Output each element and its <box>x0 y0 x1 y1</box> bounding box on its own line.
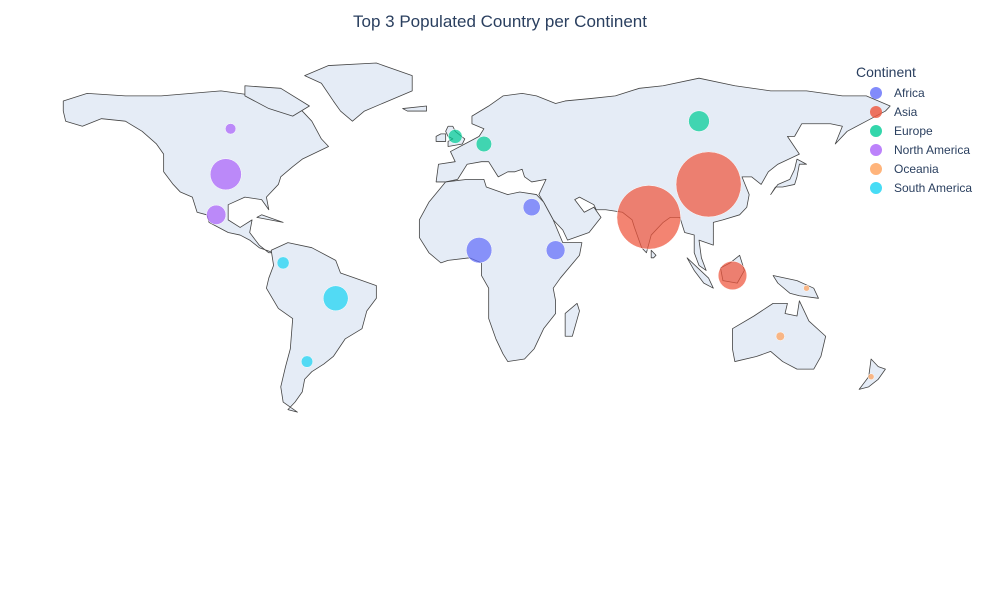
bubble-north-america-3[interactable] <box>225 123 237 135</box>
legend-swatch-africa <box>870 86 882 99</box>
bubble-south-america-3[interactable] <box>300 355 314 368</box>
landmass-japan <box>770 158 807 195</box>
legend-swatch-europe <box>870 124 882 137</box>
bubble-south-america-2[interactable] <box>276 256 290 270</box>
bubble-layer <box>206 110 875 380</box>
landmass-sri-lanka <box>650 249 657 259</box>
legend-item-asia[interactable]: Asia <box>856 102 972 121</box>
legend-label-asia: Asia <box>894 104 918 119</box>
legend-item-oceania[interactable]: Oceania <box>856 159 972 178</box>
legend-label-north-america: North America <box>894 142 971 157</box>
landmass-south-america <box>266 242 377 413</box>
legend-label-africa: Africa <box>894 85 925 100</box>
legend-swatch-south-america <box>870 181 882 194</box>
legend: Continent Africa Asia Europe North Ameri… <box>856 64 972 197</box>
bubble-asia-3[interactable] <box>717 260 748 291</box>
legend-item-south-america[interactable]: South America <box>856 178 972 197</box>
bubble-oceania-3[interactable] <box>867 373 875 380</box>
landmass-cuba <box>256 214 284 223</box>
bubble-north-america-1[interactable] <box>209 158 242 191</box>
landmass-new-guinea <box>772 275 819 299</box>
bubble-europe-1[interactable] <box>688 110 710 132</box>
bubble-oceania-1[interactable] <box>775 331 785 341</box>
legend-label-oceania: Oceania <box>894 161 939 176</box>
bubble-asia-1[interactable] <box>675 151 742 218</box>
bubble-africa-1[interactable] <box>466 237 493 264</box>
landmass-sumatra <box>686 257 714 289</box>
legend-item-africa[interactable]: Africa <box>856 83 972 102</box>
legend-item-europe[interactable]: Europe <box>856 121 972 140</box>
bubble-north-america-2[interactable] <box>206 204 227 225</box>
chart-title: Top 3 Populated Country per Continent <box>353 12 647 31</box>
landmass-baffin <box>244 85 310 117</box>
landmass-iceland <box>402 105 427 112</box>
legend-swatch-north-america <box>870 143 882 156</box>
legend-swatch-oceania <box>870 162 882 175</box>
landmass-north-america <box>62 87 329 254</box>
bubble-oceania-2[interactable] <box>803 284 810 292</box>
landmass-madagascar <box>564 302 580 337</box>
legend-label-europe: Europe <box>894 123 933 138</box>
bubble-asia-2[interactable] <box>616 185 681 250</box>
legend-swatch-asia <box>870 105 882 118</box>
legend-title: Continent <box>856 64 916 80</box>
bubble-africa-3[interactable] <box>522 198 541 217</box>
bubble-south-america-1[interactable] <box>322 285 349 312</box>
bubble-africa-2[interactable] <box>545 240 566 260</box>
bubble-europe-2[interactable] <box>475 135 492 153</box>
legend-item-north-america[interactable]: North America <box>856 140 972 159</box>
landmass-greenland <box>304 62 413 122</box>
legend-label-south-america: South America <box>894 180 973 195</box>
bubble-europe-3[interactable] <box>447 129 463 144</box>
landmass-ireland <box>435 133 447 142</box>
